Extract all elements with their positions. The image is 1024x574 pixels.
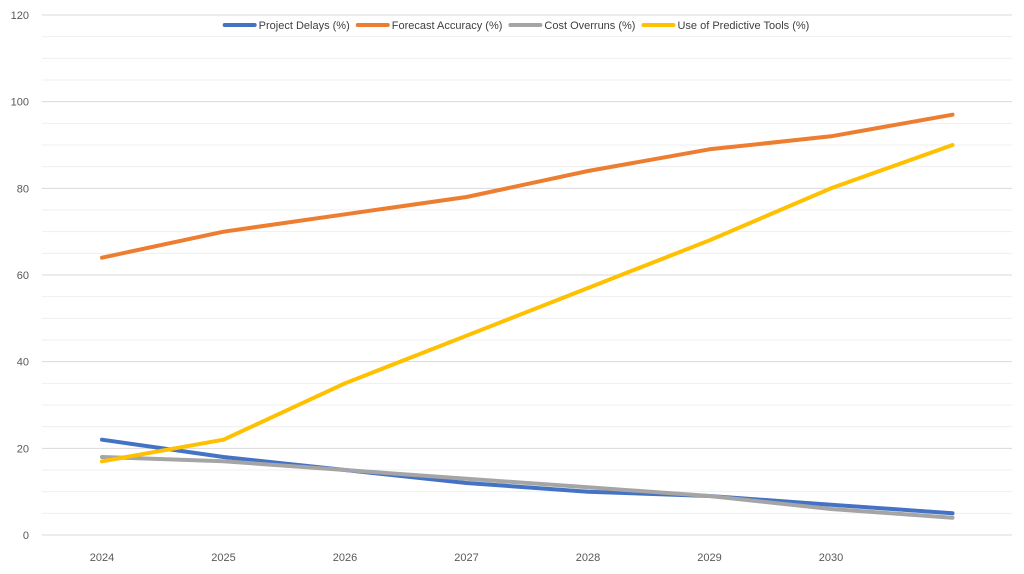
y-tick-label: 20	[17, 443, 29, 455]
series-lines	[100, 112, 955, 520]
legend-label: Forecast Accuracy (%)	[392, 20, 503, 32]
legend: Project Delays (%) Forecast Accuracy (%) C…	[222, 20, 809, 32]
y-tick-label: 80	[17, 183, 29, 195]
x-tick-label: 2026	[333, 552, 357, 564]
series-line-project-delays	[100, 437, 955, 516]
y-tick-label: 0	[23, 530, 29, 542]
x-tick-label: 2028	[576, 552, 600, 564]
y-axis-tick-labels: 0 20 40 60 80 100 120	[11, 10, 29, 542]
series-line-forecast-accuracy	[100, 112, 955, 260]
y-tick-label: 40	[17, 357, 29, 369]
x-tick-label: 2029	[697, 552, 721, 564]
y-tick-label: 100	[11, 97, 29, 109]
legend-label: Cost Overruns (%)	[544, 20, 635, 32]
legend-label: Use of Predictive Tools (%)	[677, 20, 809, 32]
minor-gridlines	[42, 36, 1012, 514]
series-line-cost-overruns	[100, 455, 955, 520]
x-tick-label: 2027	[454, 552, 478, 564]
x-axis-tick-labels: 2024 2025 2026 2027 2028 2029 2030	[90, 552, 843, 564]
x-tick-label: 2024	[90, 552, 114, 564]
y-tick-label: 120	[11, 10, 29, 22]
series-line-use-of-predictive-tools	[100, 143, 955, 464]
x-tick-label: 2025	[211, 552, 235, 564]
x-tick-label: 2030	[819, 552, 843, 564]
major-gridlines	[42, 14, 1012, 536]
legend-label: Project Delays (%)	[259, 20, 350, 32]
y-tick-label: 60	[17, 270, 29, 282]
